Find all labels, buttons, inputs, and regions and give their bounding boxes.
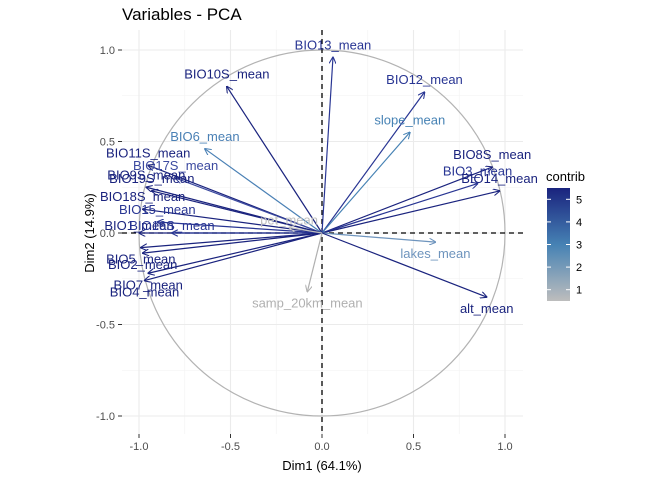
arrow-BIO5_mean xyxy=(141,232,323,248)
label-BIO11S_mean: BIO11S_mean xyxy=(106,145,190,160)
y-axis-title: Dim2 (14.9%) xyxy=(82,193,97,272)
arrow-BIO4_mean xyxy=(144,232,323,281)
x-tick-label-3: 0.5 xyxy=(406,441,421,453)
legend-colorbar xyxy=(547,188,570,301)
label-BIO18S_mean: BIO18S_mean xyxy=(100,189,185,204)
label-BIO19S_mean: BIO19S_mean xyxy=(109,171,194,186)
label-samp_20km_mean: samp_20km_mean xyxy=(252,296,363,311)
x-axis-title: Dim1 (64.1%) xyxy=(282,458,361,473)
legend-tick-label-4: 5 xyxy=(576,194,582,206)
legend-tick-label-2: 3 xyxy=(576,240,582,252)
label-slope_mean: slope_mean xyxy=(374,112,445,127)
label-BIO17S_mean: BIO17S_mean xyxy=(133,158,218,173)
label-lakes_mean: lakes_mean xyxy=(400,246,470,261)
variable-labels: BIO13_mean BIO12_mean BIO10S_mean BIO6_mean… xyxy=(100,37,538,316)
x-tick-label-0: -1.0 xyxy=(130,441,149,453)
y-tick-label-0: -1.0 xyxy=(96,411,115,423)
label-BIO7_mean: BIO7_mean xyxy=(113,277,182,292)
label-BIO2_mean: BIO2_mean xyxy=(108,257,177,272)
y-tick-label-4: 1.0 xyxy=(100,45,115,57)
label-alt_mean: alt_mean xyxy=(460,301,513,316)
label-BIO16S_mean: BIO16S_mean xyxy=(129,218,214,233)
x-tick-label-4: 1.0 xyxy=(497,441,512,453)
contrib-legend: contrib 1 2 3 4 5 xyxy=(546,169,585,301)
arrow-BIO17S_mean xyxy=(176,178,323,234)
legend-ticks: 1 2 3 4 5 xyxy=(547,194,582,297)
legend-tick-label-1: 2 xyxy=(576,262,582,274)
label-BIO15_mean: BIO15_mean xyxy=(119,202,196,217)
arrow-BIO8S_mean xyxy=(321,167,492,234)
arrow-BIO13_mean xyxy=(321,57,333,234)
label-BIO3_mean: BIO3_mean xyxy=(443,164,512,179)
legend-tick-label-3: 4 xyxy=(576,217,582,229)
arrow-alt_mean xyxy=(321,232,487,297)
variable-arrows xyxy=(139,57,500,297)
arrow-BIO7_mean xyxy=(148,232,323,273)
legend-tick-label-0: 1 xyxy=(576,285,582,297)
label-BIO5_mean: BIO5_mean xyxy=(106,252,175,267)
label-BIO14_mean: BIO14_mean xyxy=(461,171,538,186)
arrow-BIO12_mean xyxy=(321,92,424,234)
arrow-samp_20km_mean xyxy=(307,232,323,292)
x-tick-label-2: 0.0 xyxy=(314,441,329,453)
arrow-lakes_mean xyxy=(321,232,435,242)
label-BIO8S_mean: BIO8S_mean xyxy=(453,147,531,162)
arrow-slope_mean xyxy=(321,132,410,234)
legend-title: contrib xyxy=(546,169,585,184)
label-BIO9S_mean: BIO9S_mean xyxy=(107,167,185,182)
label-BIO13_mean: BIO13_mean xyxy=(295,37,372,52)
arrow-BIO6_mean xyxy=(205,149,323,234)
axis-ticks: -1.0 -0.5 0.0 0.5 1.0 -1.0 -0.5 0.0 0.5 1.0 xyxy=(96,45,513,453)
y-tick-label-3: 0.5 xyxy=(100,137,115,149)
arrow-BIO3_mean xyxy=(321,184,478,234)
label-BIO1_mean: BIO1_mean xyxy=(104,218,173,233)
x-tick-label-1: -0.5 xyxy=(221,441,240,453)
chart-title: Variables - PCA xyxy=(122,5,242,24)
arrow-pet_mean xyxy=(289,228,323,234)
label-BIO4_mean: BIO4_mean xyxy=(110,285,179,300)
arrow-BIO2_mean xyxy=(143,232,323,253)
arrow-BIO14_mean xyxy=(321,191,500,234)
label-BIO10S_mean: BIO10S_mean xyxy=(184,67,269,82)
label-BIO6_mean: BIO6_mean xyxy=(170,129,239,144)
arrow-BIO10S_mean xyxy=(227,87,323,234)
y-tick-label-2: 0.0 xyxy=(100,228,115,240)
label-pet_mean: pet_mean xyxy=(260,213,318,228)
label-BIO12_mean: BIO12_mean xyxy=(386,72,463,87)
y-tick-label-1: -0.5 xyxy=(96,320,115,332)
